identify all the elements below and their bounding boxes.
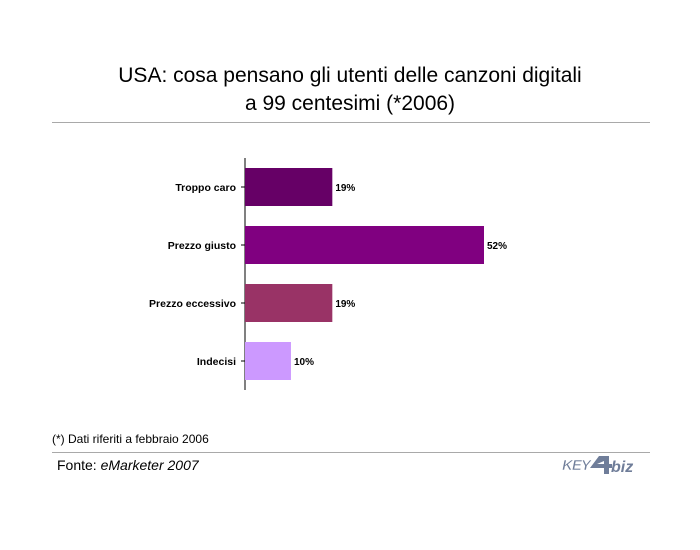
bar — [245, 168, 333, 206]
footnote: (*) Dati riferiti a febbraio 2006 — [52, 432, 209, 446]
chart-title: USA: cosa pensano gli utenti delle canzo… — [0, 62, 700, 118]
category-label: Indecisi — [197, 356, 236, 368]
category-label: Troppo caro — [175, 182, 236, 194]
source-name: eMarketer 2007 — [100, 457, 199, 473]
bar — [245, 226, 484, 264]
source-line: Fonte: eMarketer 2007 — [57, 457, 199, 473]
data-label: 10% — [294, 357, 314, 368]
data-label: 52% — [487, 241, 507, 252]
chart-title-line-1: USA: cosa pensano gli utenti delle canzo… — [118, 64, 582, 87]
key4biz-logo: KEY biz — [562, 456, 633, 476]
logo-text-key: KEY — [562, 457, 593, 474]
category-label: Prezzo giusto — [168, 240, 236, 252]
title-divider — [52, 122, 650, 123]
data-label: 19% — [335, 183, 355, 194]
bar-series: Troppo caro 19% Prezzo giusto 52% Prezzo ecc… — [149, 168, 507, 380]
source-divider — [52, 452, 650, 453]
source-label: Fonte: — [57, 457, 101, 473]
bar — [245, 342, 291, 380]
bar — [245, 284, 333, 322]
chart-title-line-2: a 99 centesimi (*2006) — [244, 92, 456, 115]
logo-text-biz: biz — [611, 459, 633, 476]
data-label: 19% — [335, 299, 355, 310]
logo-four-mark — [590, 456, 612, 474]
category-label: Prezzo eccessivo — [149, 298, 236, 310]
